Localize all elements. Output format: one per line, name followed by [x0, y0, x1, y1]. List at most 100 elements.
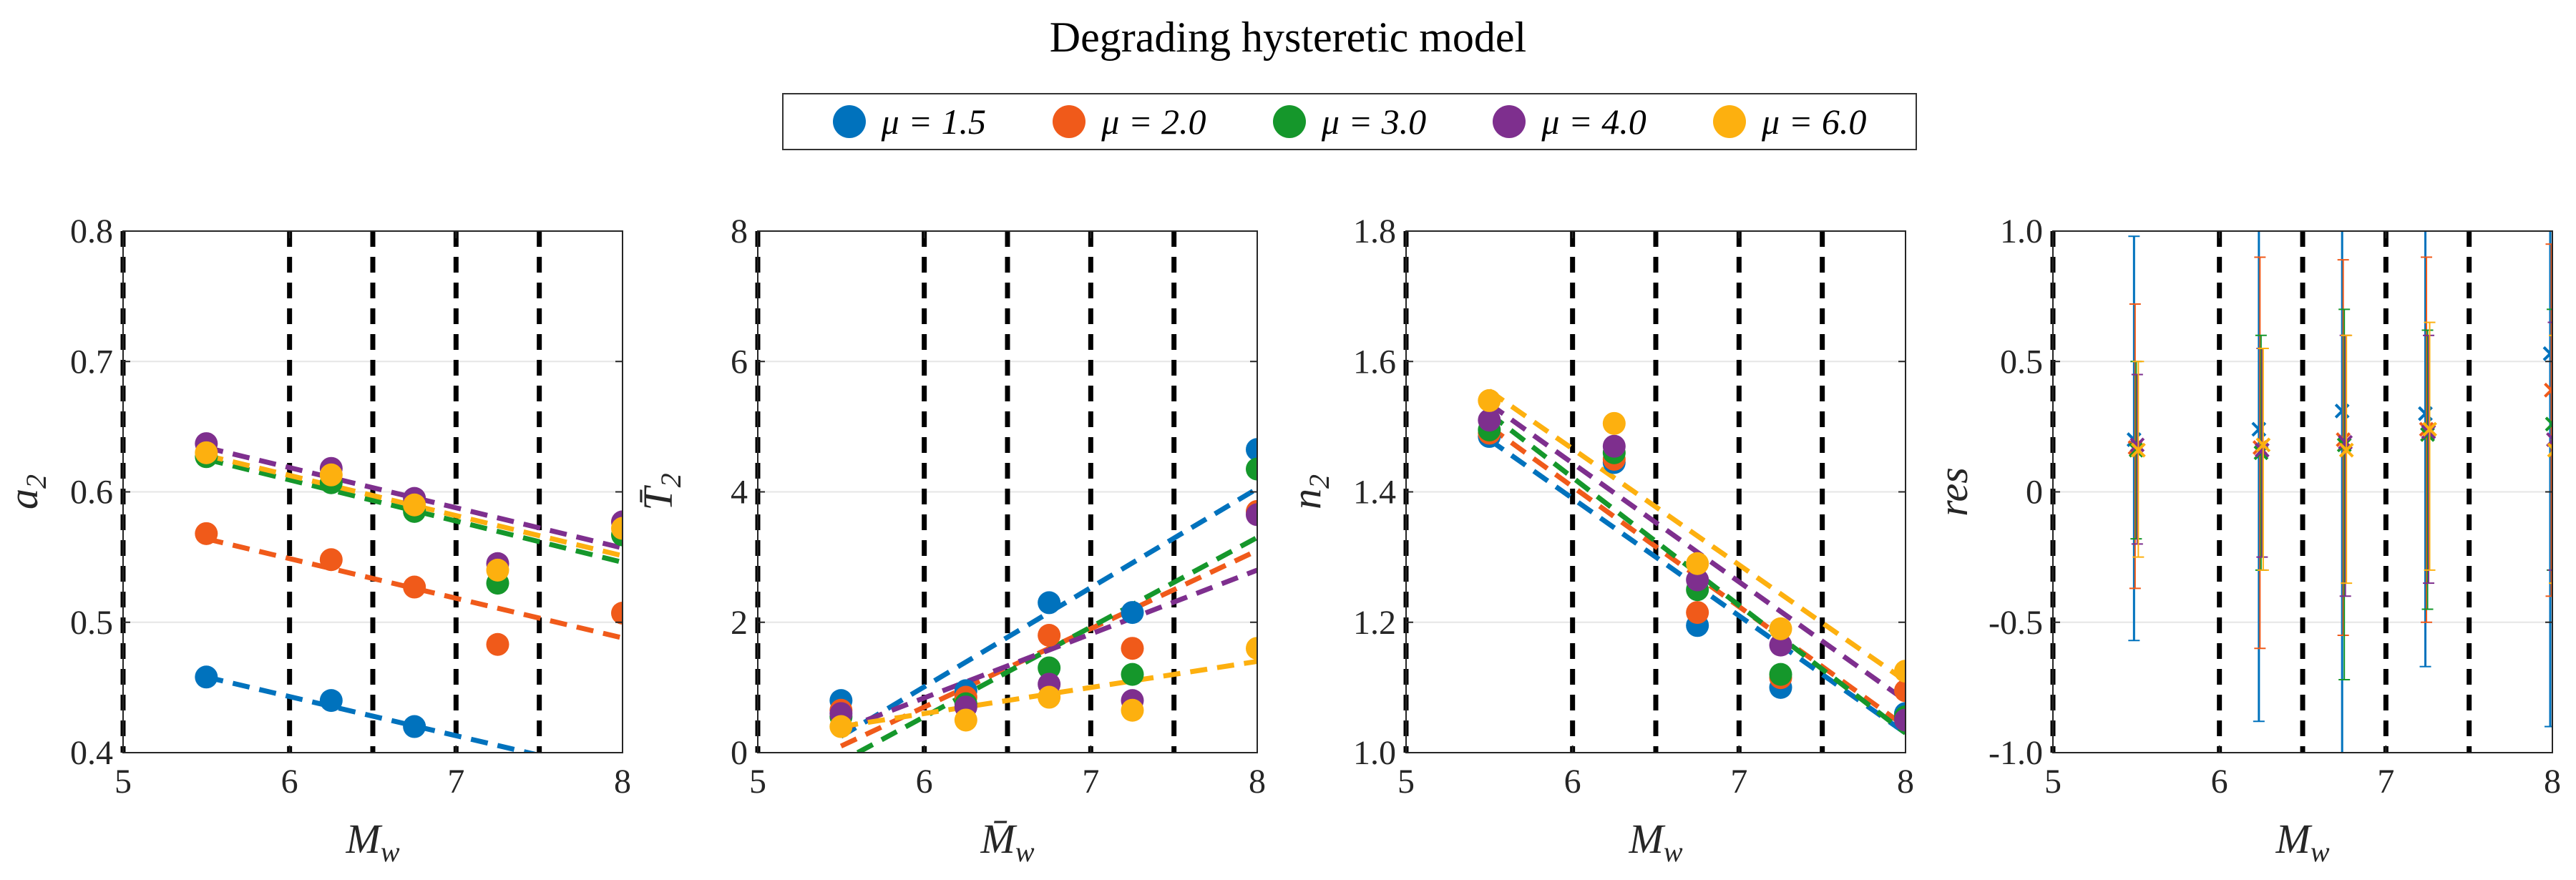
y-tick-label: 1.8: [1353, 212, 1396, 250]
legend-marker: [1713, 105, 1746, 138]
data-point: [1038, 591, 1061, 615]
data-point: [195, 665, 218, 689]
data-point: [195, 522, 218, 545]
data-point: [2547, 442, 2552, 458]
plot-content: [195, 432, 623, 753]
data-point: [195, 441, 218, 464]
chart-panel-4: 5 6 7 8 -1.0 -0.5 0 0.5 1.0 Mw res: [1930, 212, 2561, 868]
x-tick-label: 6: [2211, 763, 2228, 801]
data-point: [2129, 437, 2145, 453]
fit-line: [205, 536, 623, 641]
fit-line: [1488, 411, 1906, 735]
legend-label: μ = 6.0: [1762, 102, 1867, 142]
x-tick-label: 7: [1730, 763, 1747, 801]
plot-content: [829, 438, 1257, 753]
y-tick-label: 4: [731, 474, 748, 512]
data-point: [2130, 442, 2146, 458]
data-point: [1121, 601, 1144, 625]
y-tick-label: -0.5: [1989, 604, 2043, 642]
legend-label: μ = 2.0: [1101, 102, 1206, 142]
y-tick-label: 0.8: [70, 212, 113, 250]
data-point: [1686, 601, 1709, 625]
x-tick-label: 8: [1249, 763, 1266, 801]
data-point: [1686, 552, 1709, 575]
figure-title: Degrading hysteretic model: [1049, 14, 1527, 61]
legend-item: μ = 3.0: [1272, 101, 1426, 142]
y-tick-label: 1.4: [1353, 474, 1396, 512]
data-point: [1121, 663, 1144, 686]
x-tick-label: 6: [1564, 763, 1581, 801]
data-point: [1602, 411, 1626, 435]
y-tick-label: 0: [731, 734, 748, 772]
x-tick-label: 7: [2377, 763, 2394, 801]
data-point: [2422, 421, 2437, 437]
data-point: [1038, 623, 1061, 647]
x-axis-label: Mw: [345, 816, 399, 868]
data-point: [2255, 437, 2271, 453]
chart-panel-3: 5 6 7 8 1.0 1.2 1.4 1.6 1.8 Mw n2: [1283, 212, 1914, 868]
data-point: [1246, 637, 1257, 660]
y-tick-label: 0.4: [70, 734, 113, 772]
x-tick-label: 8: [2544, 763, 2561, 801]
fit-line: [205, 453, 623, 559]
fit-line: [205, 674, 540, 753]
y-tick-label: 0.7: [70, 343, 113, 381]
chart-panel-2: 5 6 7 8 0 2 4 6 8 M̄w T̄2: [635, 212, 1266, 868]
data-point: [1894, 679, 1906, 703]
data-point: [1038, 656, 1061, 680]
plot-content: [1478, 388, 1906, 735]
data-point: [1038, 685, 1061, 709]
y-tick-label: 0.5: [70, 604, 113, 642]
y-axis-label: res: [1930, 467, 1976, 517]
y-axis-label: T̄2: [635, 473, 687, 510]
x-tick-label: 8: [1897, 763, 1914, 801]
x-tick-label: 6: [281, 763, 298, 801]
x-tick-label: 5: [749, 763, 766, 801]
legend-label: μ = 1.5: [881, 102, 986, 142]
data-point: [1769, 663, 1792, 686]
data-point: [2128, 442, 2144, 458]
data-point: [319, 463, 343, 487]
x-tick-label: 6: [916, 763, 933, 801]
y-tick-label: 1.2: [1353, 604, 1396, 642]
y-axis-label: n2: [1283, 474, 1335, 509]
data-point: [2254, 442, 2270, 458]
data-point: [1246, 438, 1257, 461]
fit-line: [840, 658, 1257, 730]
legend-marker: [1272, 105, 1306, 138]
data-point: [403, 493, 426, 517]
legend-label: μ = 4.0: [1541, 102, 1646, 142]
legend-item: μ = 1.5: [832, 101, 986, 142]
y-tick-label: 1.6: [1353, 343, 1396, 381]
data-point: [403, 715, 426, 738]
x-tick-label: 5: [2044, 763, 2062, 801]
legend-item: μ = 2.0: [1053, 101, 1206, 142]
data-point: [954, 708, 977, 732]
data-point: [829, 715, 853, 738]
legend-item: μ = 4.0: [1493, 101, 1646, 142]
fit-line: [1488, 388, 1906, 683]
x-axis-label: M̄w: [980, 816, 1034, 868]
data-point: [1894, 708, 1906, 732]
y-tick-label: 8: [731, 212, 748, 250]
legend-marker: [1493, 105, 1526, 138]
x-tick-label: 5: [1397, 763, 1415, 801]
x-tick-label: 5: [114, 763, 132, 801]
x-axis-label: Mw: [2275, 816, 2329, 868]
data-point: [319, 689, 343, 713]
data-point: [1121, 637, 1144, 660]
data-point: [486, 632, 509, 656]
y-tick-label: -1.0: [1989, 734, 2043, 772]
data-point: [319, 548, 343, 572]
data-point: [1478, 409, 1501, 432]
y-tick-label: 0.5: [2000, 343, 2043, 381]
legend-marker: [832, 105, 866, 138]
data-point: [611, 601, 623, 625]
y-tick-label: 1.0: [1353, 734, 1396, 772]
fit-line: [205, 456, 623, 565]
plot-content: [2126, 231, 2552, 753]
data-point: [1246, 503, 1257, 527]
y-axis-label: a2: [0, 474, 52, 509]
data-point: [403, 575, 426, 599]
